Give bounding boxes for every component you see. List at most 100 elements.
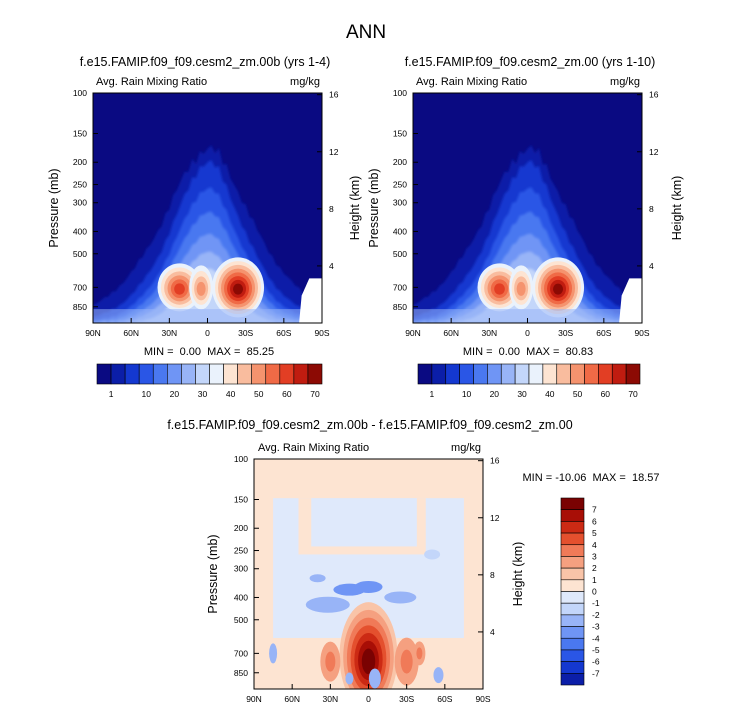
panel-b-field (413, 93, 642, 323)
panel-b: f.e15.FAMIP.f09_f09.cesm2_zm.00 (yrs 1-1… (367, 55, 684, 399)
panel-b-colorbar-label: 60 (601, 389, 611, 399)
panel-a-colorbar-label: 10 (141, 389, 151, 399)
panel-b-colorbar-box (473, 363, 488, 385)
panel-diff-rtick-label: 16 (490, 456, 500, 466)
panel-a-colorbar-box (181, 363, 196, 385)
panel-b-colorbar: 1 10 20 30 40 50 60 70 (417, 363, 641, 399)
panel-diff: f.e15.FAMIP.f09_f09.cesm2_zm.00b - f.e15… (167, 418, 660, 704)
panel-b-colorbar-label: 30 (517, 389, 527, 399)
panel-b-ytick-label: 250 (393, 180, 407, 190)
panel-diff-pos-cell (325, 651, 336, 672)
panel-diff-xtick-label: 90N (246, 694, 262, 704)
panel-b-rtick-label: 4 (649, 261, 654, 271)
panel-b-ytick-label: 150 (393, 129, 407, 139)
panel-a-ytick-label: 850 (73, 302, 87, 312)
panel-b-ytick-label: 300 (393, 198, 407, 208)
panel-diff-colorbar-box (560, 661, 585, 674)
panel-a-xtick-label: 90S (314, 328, 329, 338)
panel-a-rtick-label: 8 (329, 204, 334, 214)
panel-b-xtick-label: 90N (405, 328, 421, 338)
panel-diff-neg-region (311, 498, 417, 547)
panel-diff-neg-streak (368, 668, 381, 689)
panel-diff-ytick-label: 100 (234, 454, 248, 464)
panel-diff-ytick-label: 500 (234, 615, 248, 625)
panel-diff-colorbar-label: 6 (592, 516, 597, 526)
panel-diff-ytick-label: 850 (234, 668, 248, 678)
panel-b-colorbar-label: 50 (573, 389, 583, 399)
panel-b-xtick-label: 60S (596, 328, 611, 338)
panel-a-xtick-label: 0 (205, 328, 210, 338)
panel-b-field-label: Avg. Rain Mixing Ratio (416, 76, 527, 88)
panel-a-colorbar-box (138, 363, 154, 385)
panel-b-ylabel-right: Height (km) (670, 176, 684, 241)
panel-b-axes: 90N 60N 30N 0 30S 60S 90S 100 150 200 250 300 400 500… (393, 88, 659, 338)
panel-b-peak-contour (516, 281, 526, 296)
panel-diff-colorbar-box (560, 532, 585, 546)
panel-diff-colorbar-box (560, 567, 585, 581)
panel-b-rtick-label: 16 (649, 90, 659, 100)
panel-b-xtick-label: 30S (558, 328, 573, 338)
panel-diff-colorbar-label: 5 (592, 528, 597, 538)
panel-a-ytick-label: 200 (73, 157, 87, 167)
panel-a-colorbar-label: 60 (282, 389, 292, 399)
panel-a-field (93, 93, 322, 323)
panel-a-ylabel-right: Height (km) (348, 176, 362, 241)
panel-a-colorbar-box (167, 363, 182, 385)
figure-title: ANN (346, 22, 386, 43)
panel-a-ytick-label: 300 (73, 198, 87, 208)
panel-diff-ytick-label: 150 (234, 495, 248, 505)
panel-diff-rtick-label: 12 (490, 513, 500, 523)
panel-diff-colorbar-label: -6 (592, 657, 600, 667)
panel-b-ytick-label: 100 (393, 88, 407, 98)
panel-diff-colorbar-box (560, 544, 585, 557)
panel-diff-title: f.e15.FAMIP.f09_f09.cesm2_zm.00b - f.e15… (167, 418, 572, 432)
panel-a-ytick-label: 400 (73, 226, 87, 236)
panel-diff-neg-pocket (384, 591, 417, 604)
panel-a-colorbar-label: 1 (109, 389, 114, 399)
panel-diff-ytick-label: 700 (234, 648, 248, 658)
panel-diff-neg-pocket (309, 574, 326, 583)
panel-diff-colorbar-label: 2 (592, 563, 597, 573)
panel-a-colorbar-label: 20 (170, 389, 180, 399)
panel-b-surface-band (413, 309, 642, 323)
panel-diff-neg-pocket (354, 580, 383, 593)
panel-b-colorbar-box (500, 363, 516, 385)
panel-b-ytick-label: 500 (393, 249, 407, 259)
panel-diff-xtick-label: 30S (399, 694, 414, 704)
panel-a-colorbar-box (251, 363, 267, 385)
panel-a-terrain-mask (299, 278, 322, 323)
panel-diff-xtick-label: 60N (284, 694, 300, 704)
panel-diff-ytick-label: 400 (234, 592, 248, 602)
panel-b-colorbar-box (431, 363, 447, 385)
panel-a-xtick-label: 90N (85, 328, 101, 338)
panel-b-colorbar-box (487, 363, 502, 385)
panel-b-xtick-label: 0 (525, 328, 530, 338)
panel-a-colorbar-label: 30 (198, 389, 208, 399)
panel-diff-colorbar-label: -4 (592, 633, 600, 643)
panel-a-contours (93, 145, 322, 323)
panel-diff-ytick-label: 250 (234, 546, 248, 556)
panel-a-peak-contour (196, 281, 206, 296)
panel-a-axes: 90N 60N 30N 0 30S 60S 90S 100 150 200 250 300 400 500… (73, 88, 339, 338)
panel-diff-contours (254, 498, 483, 689)
panel-diff-colorbar-box (560, 614, 585, 627)
panel-b-colorbar-label: 10 (462, 389, 472, 399)
panel-b-colorbar-box (528, 363, 544, 385)
panel-diff-colorbar-box (560, 497, 585, 510)
panel-b-units: mg/kg (610, 76, 640, 88)
panel-diff-colorbar-label: 4 (592, 540, 597, 550)
panel-b-colorbar-box (459, 363, 474, 385)
panel-b-colorbar-box (542, 363, 558, 385)
panel-a-colorbar-box (152, 363, 168, 385)
panel-a-colorbar-box (195, 363, 210, 385)
panel-diff-colorbar-box (560, 521, 585, 534)
panel-a-ytick-label: 700 (73, 282, 87, 292)
panel-diff-rtick-label: 4 (490, 627, 495, 637)
panel-a-xtick-label: 60S (276, 328, 291, 338)
panel-b-colorbar-box (445, 363, 460, 385)
panel-diff-colorbar-box (560, 579, 585, 592)
panel-diff-stats: MIN = -10.06 MAX = 18.57 (523, 472, 660, 484)
panel-diff-pos-cell (400, 649, 413, 674)
panel-diff-colorbar-box (560, 673, 585, 686)
panel-a-peak-contour (233, 283, 244, 295)
